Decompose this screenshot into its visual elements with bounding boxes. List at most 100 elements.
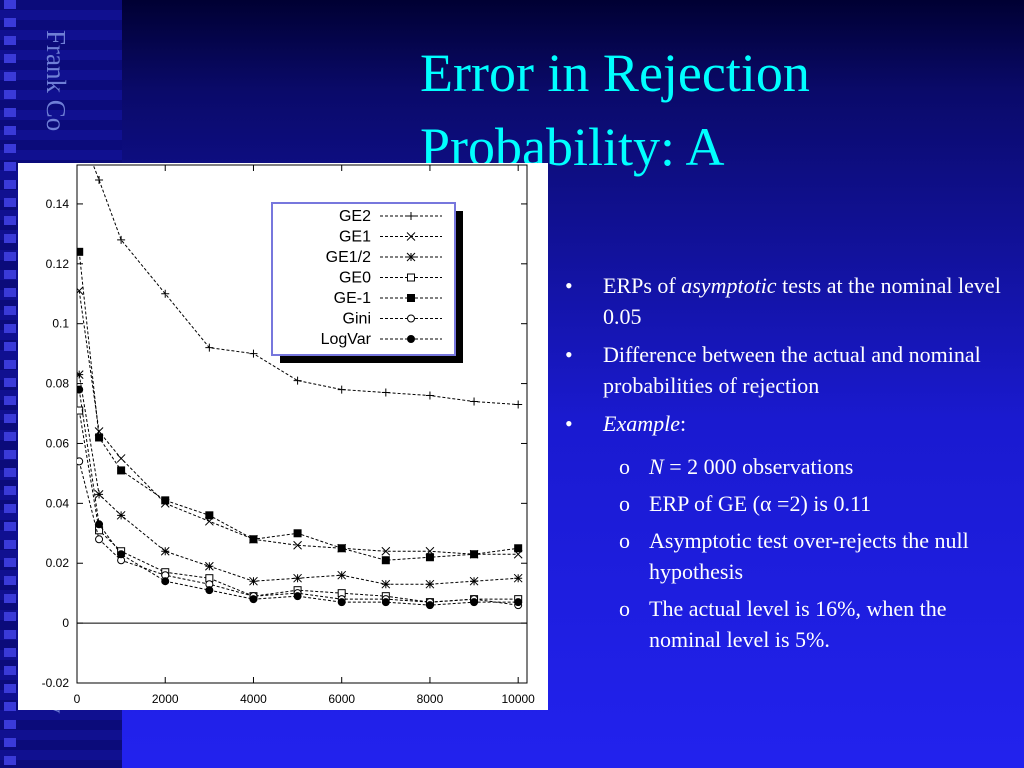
marker bbox=[425, 579, 435, 589]
text: The actual level is 16%, when the nomina… bbox=[649, 596, 947, 652]
x-tick-label: 2000 bbox=[152, 692, 179, 706]
text: ERP of GE (α =2) is 0.11 bbox=[649, 491, 872, 516]
marker bbox=[77, 457, 84, 466]
marker bbox=[293, 376, 302, 385]
y-tick-label: 0.08 bbox=[46, 377, 70, 391]
marker bbox=[249, 576, 258, 586]
bullet-list: • ERPs of asymptotic tests at the nominal… bbox=[565, 270, 1013, 446]
sub-bullet: o Asymptotic test over-rejects the null h… bbox=[619, 525, 1019, 587]
marker bbox=[205, 586, 214, 595]
series-line bbox=[78, 290, 519, 555]
y-tick-label: 0.1 bbox=[52, 317, 69, 331]
text: Difference between the actual and nomina… bbox=[603, 342, 981, 398]
marker bbox=[117, 550, 126, 559]
marker bbox=[470, 598, 479, 607]
marker bbox=[381, 579, 391, 589]
marker bbox=[513, 573, 523, 583]
legend-label: GE1 bbox=[339, 229, 371, 246]
marker bbox=[514, 544, 523, 553]
sub-bullet: o ERP of GE (α =2) is 0.11 bbox=[619, 488, 1019, 519]
marker bbox=[407, 335, 415, 343]
title-line: Error in Rejection bbox=[420, 43, 810, 103]
marker bbox=[95, 175, 104, 184]
marker bbox=[204, 561, 214, 571]
marker: o bbox=[619, 454, 630, 479]
marker: o bbox=[619, 528, 630, 553]
marker bbox=[205, 343, 214, 352]
marker bbox=[406, 252, 416, 262]
sub-bullet: o The actual level is 16%, when the nomin… bbox=[619, 593, 1019, 655]
marker bbox=[381, 556, 390, 565]
marker bbox=[161, 289, 170, 298]
series-line bbox=[78, 461, 519, 606]
marker bbox=[293, 529, 302, 538]
marker bbox=[381, 598, 390, 607]
legend-label: GE2 bbox=[339, 208, 371, 225]
marker bbox=[514, 598, 523, 607]
bullet: • ERPs of asymptotic tests at the nominal… bbox=[565, 273, 1001, 329]
text: = 2 000 observations bbox=[663, 454, 854, 479]
legend-label: LogVar bbox=[321, 331, 372, 348]
marker bbox=[161, 577, 170, 586]
marker bbox=[77, 370, 84, 379]
bullet: • Example: bbox=[565, 411, 687, 436]
text: ERPs of bbox=[603, 273, 682, 298]
marker bbox=[95, 433, 104, 442]
marker bbox=[407, 212, 415, 220]
plot-area bbox=[75, 125, 523, 610]
legend-label: GE0 bbox=[339, 270, 371, 287]
marker: o bbox=[619, 491, 630, 516]
series-line bbox=[92, 165, 519, 406]
marker bbox=[75, 125, 83, 133]
marker bbox=[407, 294, 415, 302]
marker bbox=[381, 388, 390, 397]
marker bbox=[95, 520, 104, 529]
marker bbox=[293, 592, 302, 601]
text: : bbox=[679, 411, 687, 436]
marker bbox=[116, 510, 126, 520]
text: N bbox=[649, 454, 664, 479]
marker bbox=[117, 235, 126, 244]
legend bbox=[271, 202, 456, 356]
marker bbox=[470, 397, 479, 406]
series-line bbox=[78, 389, 519, 606]
marker bbox=[381, 546, 391, 556]
marker bbox=[337, 385, 346, 394]
marker bbox=[406, 232, 416, 241]
marker bbox=[77, 247, 84, 256]
marker bbox=[425, 601, 434, 610]
marker bbox=[407, 273, 415, 282]
marker bbox=[117, 466, 126, 475]
x-tick-label: 6000 bbox=[328, 692, 355, 706]
legend-label: GE-1 bbox=[334, 290, 371, 307]
marker bbox=[293, 573, 302, 583]
marker: o bbox=[619, 596, 630, 621]
marker bbox=[469, 576, 479, 586]
text: Example bbox=[603, 411, 680, 436]
marker bbox=[514, 400, 523, 409]
marker bbox=[161, 496, 170, 505]
marker bbox=[337, 570, 347, 580]
marker bbox=[249, 535, 258, 544]
marker bbox=[407, 314, 415, 323]
plot-frame bbox=[76, 164, 528, 684]
y-tick-label: 0 bbox=[62, 616, 69, 630]
bullet: • Difference between the actual and nomin… bbox=[565, 342, 981, 398]
marker bbox=[160, 546, 170, 556]
marker bbox=[249, 349, 258, 358]
y-tick-label: 0.04 bbox=[46, 496, 70, 510]
marker bbox=[205, 511, 214, 520]
marker bbox=[337, 598, 346, 607]
y-tick-label: -0.02 bbox=[42, 676, 70, 690]
marker bbox=[425, 391, 434, 400]
text: asymptotic bbox=[681, 273, 777, 298]
legend-label: Gini bbox=[343, 311, 371, 328]
marker bbox=[94, 490, 104, 499]
marker bbox=[293, 540, 302, 550]
marker bbox=[77, 385, 84, 394]
marker bbox=[77, 286, 84, 296]
